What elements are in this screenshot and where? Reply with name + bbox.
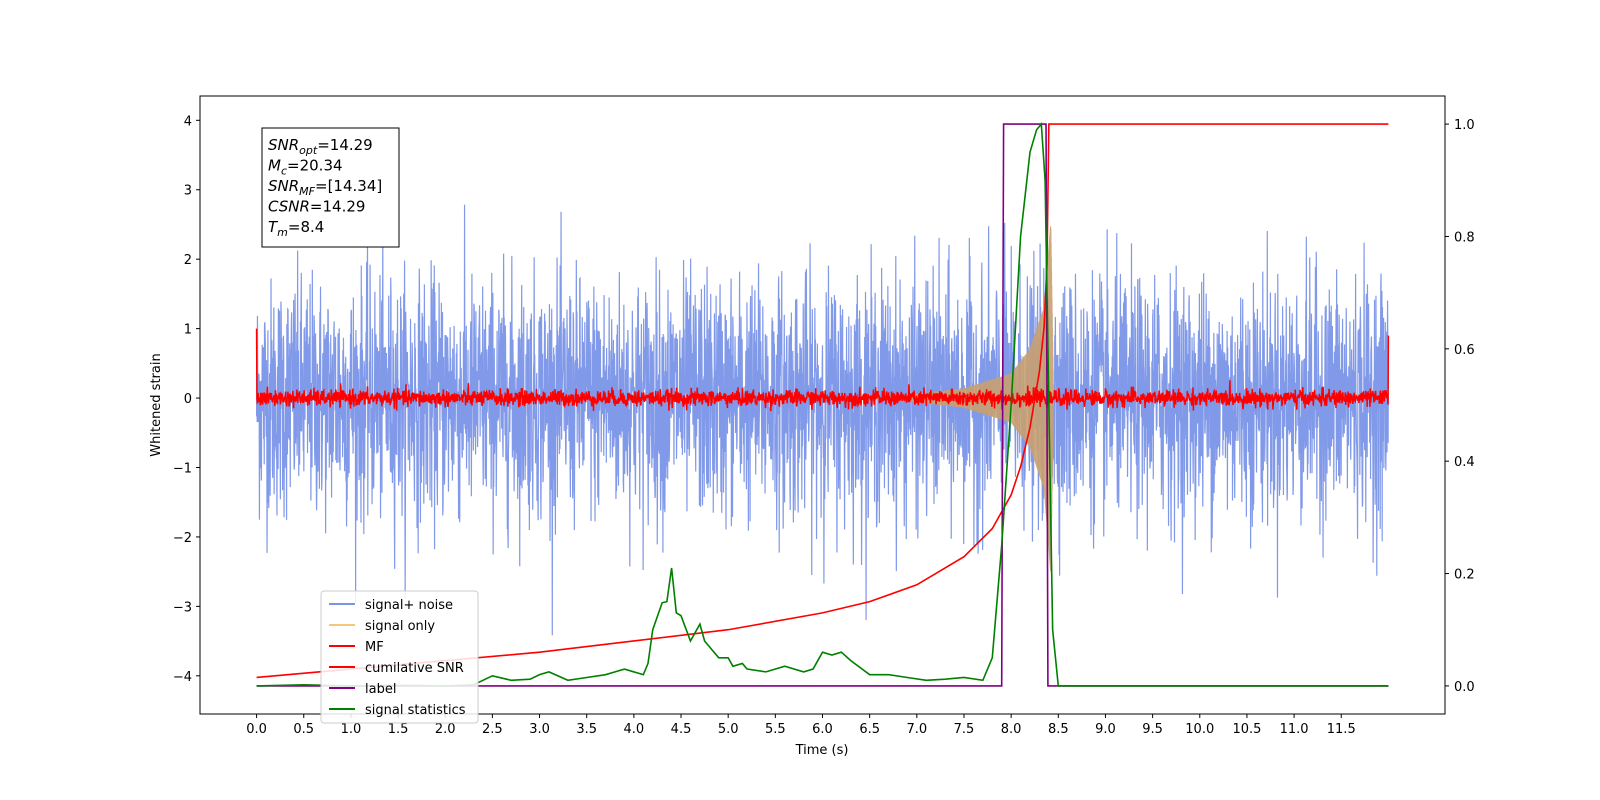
y2-tick-label: 0.2 bbox=[1454, 568, 1475, 583]
y-tick-label: −4 bbox=[173, 670, 192, 685]
legend-label: signal statistics bbox=[365, 703, 466, 718]
y2-tick-label: 0.4 bbox=[1454, 455, 1475, 470]
x-tick-label: 10.0 bbox=[1185, 722, 1214, 737]
y-tick-label: 3 bbox=[184, 184, 192, 199]
annotation-line: Mc=20.34 bbox=[268, 157, 343, 178]
annotation-box: SNRopt=14.29Mc=20.34SNRMF=[14.34]CSNR=14… bbox=[261, 127, 400, 248]
y-tick-label: 2 bbox=[184, 253, 192, 268]
x-tick-label: 8.0 bbox=[1001, 722, 1022, 737]
x-tick-label: 8.5 bbox=[1048, 722, 1069, 737]
x-tick-label: 2.0 bbox=[435, 722, 456, 737]
legend-label: cumilative SNR bbox=[365, 661, 464, 676]
x-tick-label: 0.5 bbox=[293, 722, 314, 737]
y-tick-label: −1 bbox=[173, 461, 192, 476]
y-axis-label: Whitened strain bbox=[149, 353, 164, 456]
series-cumilative-snr bbox=[256, 123, 1389, 679]
legend-label: label bbox=[365, 682, 396, 697]
x-tick-label: 3.5 bbox=[576, 722, 597, 737]
x-axis-label: Time (s) bbox=[795, 743, 849, 758]
series-mf bbox=[255, 328, 1390, 412]
y-tick-label: 1 bbox=[184, 323, 192, 338]
legend-label: MF bbox=[365, 640, 384, 655]
annotation-frame bbox=[261, 127, 400, 248]
plot-series bbox=[255, 122, 1390, 687]
y-tick-label: 0 bbox=[184, 392, 192, 407]
x-tick-label: 11.0 bbox=[1280, 722, 1309, 737]
x-tick-label: 11.5 bbox=[1327, 722, 1356, 737]
legend-label: signal+ noise bbox=[365, 598, 453, 613]
legend: signal+ noise signal only MF cumilative SNR… bbox=[320, 590, 479, 724]
x-tick-label: 5.0 bbox=[718, 722, 739, 737]
x-tick-label: 10.5 bbox=[1232, 722, 1261, 737]
ticks-layer: 0.0 0.5 1.0 1.5 2.0 2.5 3.0 3.5 4.0 4.5 5.0 5.5 6.0 6… bbox=[173, 114, 1475, 737]
x-tick-label: 1.0 bbox=[341, 722, 362, 737]
annotation-line: SNRMF=[14.34] bbox=[268, 177, 382, 198]
x-tick-label: 6.5 bbox=[859, 722, 880, 737]
x-tick-label: 1.5 bbox=[388, 722, 409, 737]
x-tick-label: 7.0 bbox=[906, 722, 927, 737]
y2-tick-label: 1.0 bbox=[1454, 118, 1475, 133]
x-tick-label: 5.5 bbox=[765, 722, 786, 737]
x-tick-label: 4.0 bbox=[624, 722, 645, 737]
x-tick-label: 7.5 bbox=[954, 722, 975, 737]
y2-tick-label: 0.6 bbox=[1454, 343, 1475, 358]
annotation-line: SNRopt=14.29 bbox=[268, 136, 373, 157]
y-tick-label: −2 bbox=[173, 531, 192, 546]
x-tick-label: 9.0 bbox=[1095, 722, 1116, 737]
x-tick-label: 0.0 bbox=[246, 722, 267, 737]
x-tick-label: 3.0 bbox=[529, 722, 550, 737]
series-signal-statistics bbox=[256, 122, 1389, 687]
x-tick-label: 2.5 bbox=[482, 722, 503, 737]
annotation-line: Tm=8.4 bbox=[268, 218, 324, 239]
y2-tick-label: 0.8 bbox=[1454, 230, 1475, 245]
legend-frame bbox=[320, 590, 479, 724]
x-tick-label: 4.5 bbox=[671, 722, 692, 737]
y2-tick-label: 0.0 bbox=[1454, 680, 1475, 695]
legend-label: signal only bbox=[365, 619, 435, 634]
annotation-line: CSNR=14.29 bbox=[268, 198, 365, 216]
x-tick-label: 9.5 bbox=[1142, 722, 1163, 737]
y-tick-label: 4 bbox=[184, 114, 192, 129]
x-tick-label: 6.0 bbox=[812, 722, 833, 737]
y-tick-label: −3 bbox=[173, 600, 192, 615]
